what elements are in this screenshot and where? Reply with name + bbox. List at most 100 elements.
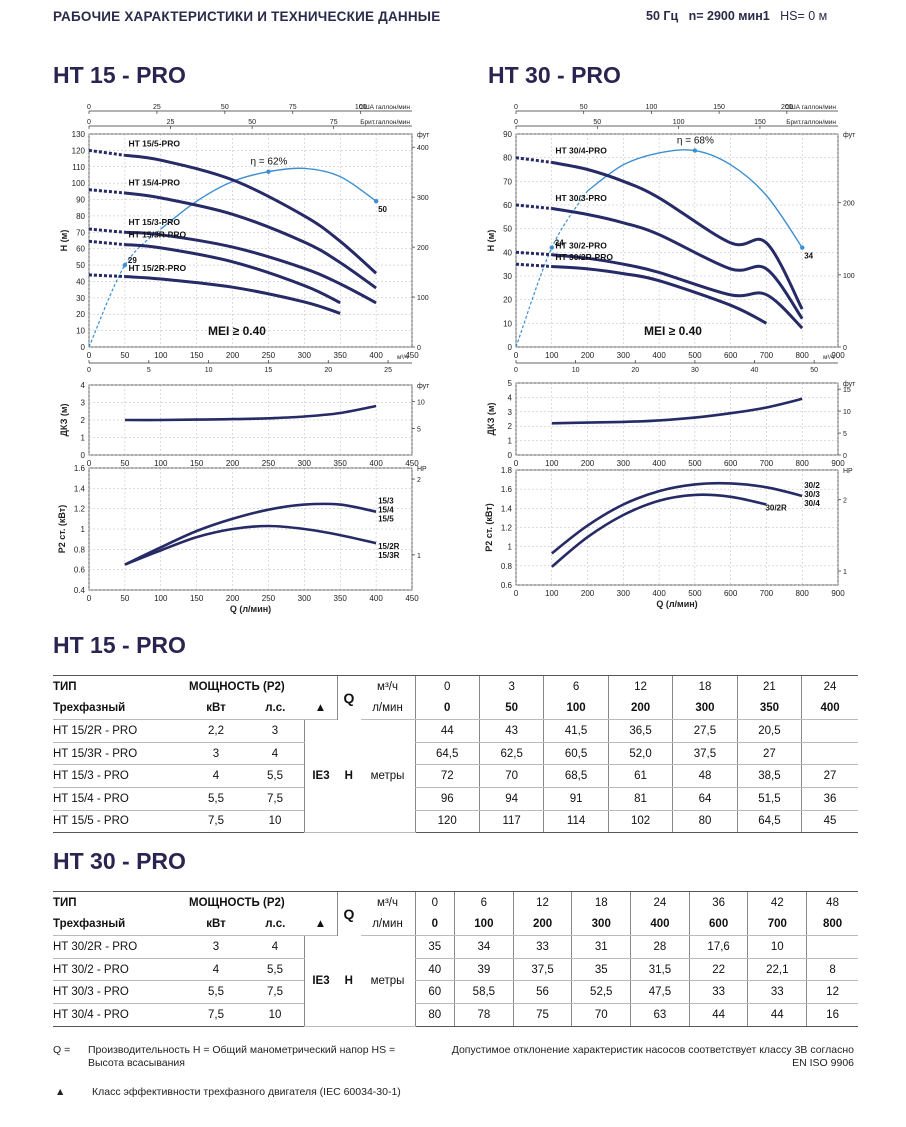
pump-curve-label: HT 30/2-PRO xyxy=(555,240,607,250)
secondary-axis-tick-label: 25 xyxy=(153,104,161,111)
flow-lmin-cell: 350 xyxy=(736,697,802,721)
pump-curve-label: HT 15/3R-PRO xyxy=(128,229,186,239)
pump-curve-dashed xyxy=(88,227,126,234)
x-tick-label: 400 xyxy=(652,459,666,468)
x-tick-label: 450 xyxy=(405,351,419,360)
y-tick-label: 1.6 xyxy=(74,464,86,473)
y-tick-label: 1 xyxy=(508,437,513,446)
pump-curve-label: HT 15/5-PRO xyxy=(128,138,180,148)
secondary-axis-tick-label: 150 xyxy=(713,104,725,111)
flow-lmin-cell: 50 xyxy=(478,697,544,721)
flow-m3h-cell: 0 xyxy=(414,674,480,698)
secondary-axis-tick-label: 75 xyxy=(289,104,297,111)
chart-title-ht30: HT 30 - PRO xyxy=(488,62,621,88)
table-title-ht15: HT 15 - PRO xyxy=(53,632,186,658)
head-value-cell: 52,0 xyxy=(607,742,673,766)
secondary-axis-unit: США галлон/мин xyxy=(785,104,836,111)
head-value-cell: 35 xyxy=(414,935,455,959)
pump-curve-dashed xyxy=(515,262,552,268)
head-value-cell: 33 xyxy=(688,980,748,1004)
x-tick-label: 200 xyxy=(581,459,595,468)
efficiency-label: η = 62% xyxy=(250,157,287,168)
x-tick-label: 50 xyxy=(120,351,129,360)
head-value-cell: 43 xyxy=(478,719,544,743)
m3h-axis-tick-label: 10 xyxy=(205,367,213,374)
y-tick-label: 0 xyxy=(508,451,513,460)
secondary-axis-tick-label: 0 xyxy=(514,104,518,111)
pump-curve xyxy=(124,153,378,275)
efficiency-start-label: 29 xyxy=(128,256,137,265)
pump-curve xyxy=(124,191,377,290)
x-tick-label: 800 xyxy=(796,589,810,598)
y-tick-label: 30 xyxy=(76,294,85,303)
power-right-unit: HP xyxy=(843,468,853,475)
secondary-axis-tick-label: 0 xyxy=(514,119,518,126)
pump-curve-label: HT 30/3-PRO xyxy=(555,193,607,203)
x-tick-label: 200 xyxy=(581,589,595,598)
speed: n= 2900 мин1 xyxy=(688,9,770,23)
head-value-cell: 31,5 xyxy=(630,958,690,982)
y-tick-label: 0 xyxy=(508,343,513,352)
head-value-cell: 56 xyxy=(512,980,572,1004)
phase-header: Трехфазный xyxy=(53,913,186,937)
secondary-axis-tick-label: 50 xyxy=(593,119,601,126)
pump-curve-dashed xyxy=(515,156,552,164)
footer-definitions: Производительность H = Общий манометриче… xyxy=(88,1044,396,1069)
y-tick-label: 20 xyxy=(76,310,85,319)
head-value-cell: 70 xyxy=(478,764,544,788)
head-value-cell: 27 xyxy=(801,764,858,788)
pump-type-cell: HT 30/2 - PRO xyxy=(53,958,186,982)
head-value-cell: 80 xyxy=(672,810,738,834)
x-tick-label: 200 xyxy=(226,459,240,468)
pump-type-cell: HT 30/3 - PRO xyxy=(53,980,186,1004)
pump-type-cell: HT 15/2R - PRO xyxy=(53,719,186,743)
flow-lmin-cell: 700 xyxy=(747,913,807,937)
power-kw-cell: 7,5 xyxy=(186,1003,246,1027)
x-tick-label: 350 xyxy=(334,594,348,603)
efficiency-class-cell: IE3 xyxy=(304,719,337,834)
m3h-axis-unit: м³/ч xyxy=(823,355,834,361)
power-curve-label: 30/2R xyxy=(765,504,787,513)
secondary-axis-unit: Брит.галлон/мин xyxy=(786,119,836,126)
col-hp-header: л.с. xyxy=(246,697,305,721)
head-value-cell: 8 xyxy=(806,958,858,982)
y-tick-label: 110 xyxy=(72,163,85,172)
x-tick-label: 300 xyxy=(617,459,631,468)
head-value-cell: 36 xyxy=(801,787,858,811)
flow-lmin-cell: 200 xyxy=(607,697,673,721)
npsh-right-tick-label: 10 xyxy=(417,400,425,407)
m3h-axis-tick-label: 20 xyxy=(324,367,332,374)
head-value-cell: 70 xyxy=(571,1003,631,1027)
pump-curve-dashed xyxy=(515,203,552,210)
pump-type-cell: HT 15/5 - PRO xyxy=(53,810,186,834)
power-kw-cell: 3 xyxy=(186,742,246,766)
head-value-cell: 64,5 xyxy=(414,742,480,766)
y-tick-label: 100 xyxy=(72,179,86,188)
flow-m3h-cell: 24 xyxy=(630,890,690,914)
col-q-header: Q xyxy=(336,890,361,936)
right-axis-tick-label: 0 xyxy=(417,345,421,352)
right-axis-tick-label: 300 xyxy=(417,195,429,202)
head-value-cell: 20,5 xyxy=(736,719,802,743)
power-curve-label: 15/4 xyxy=(378,506,394,515)
pump-curve-label: HT 30/2R-PRO xyxy=(555,252,613,262)
unit-m3h: м³/ч xyxy=(360,674,415,698)
efficiency-point xyxy=(549,245,554,250)
power-kw-cell: 4 xyxy=(186,958,246,982)
m3h-axis-tick-label: 15 xyxy=(265,367,273,374)
col-hp-header: л.с. xyxy=(246,913,305,937)
right-axis-unit: фут xyxy=(417,132,430,139)
suction-height: HS= 0 м xyxy=(780,9,828,23)
pump-type-cell: HT 15/4 - PRO xyxy=(53,787,186,811)
y-tick-label: 80 xyxy=(503,154,512,163)
x-tick-label: 400 xyxy=(652,589,666,598)
pump-curve xyxy=(124,275,341,315)
table-title-ht30: HT 30 - PRO xyxy=(53,848,186,874)
head-value-cell: 44 xyxy=(747,1003,807,1027)
pump-curve xyxy=(551,265,768,325)
npsh-right-tick-label: 0 xyxy=(843,453,847,460)
y-tick-label: 0.8 xyxy=(74,545,86,554)
y-tick-label: 1.6 xyxy=(501,485,513,494)
y-tick-label: 0.6 xyxy=(74,566,86,575)
